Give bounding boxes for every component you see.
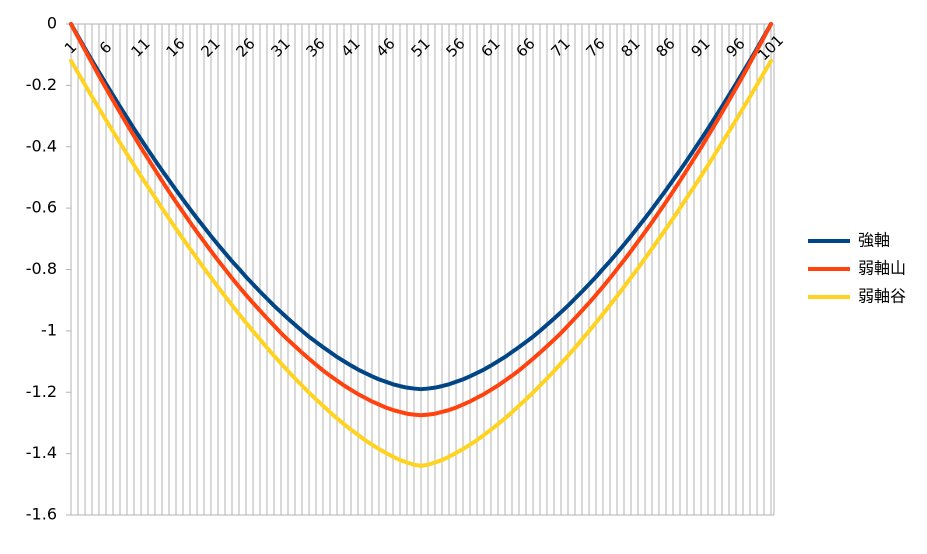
x-tick-label: 81 [618, 35, 644, 61]
x-tick-label: 26 [233, 35, 259, 61]
x-tick-label: 71 [548, 35, 574, 61]
y-tick-label: -0.6 [26, 198, 57, 217]
legend-label: 強軸 [858, 231, 890, 250]
y-tick-label: 0 [47, 14, 57, 33]
x-tick-label: 36 [303, 35, 329, 61]
y-tick-label: -1.4 [26, 443, 57, 462]
y-tick-label: -0.8 [26, 259, 57, 278]
x-tick-label: 76 [583, 35, 609, 61]
y-tick-label: -1.2 [26, 382, 57, 401]
x-tick-label: 11 [128, 35, 154, 61]
y-tick-label: -0.4 [26, 136, 57, 155]
y-tick-label: -0.2 [26, 75, 57, 94]
series-line [69, 58, 773, 468]
x-tick-label: 41 [338, 35, 364, 61]
x-tick-label: 16 [163, 35, 189, 61]
x-tick-label: 66 [513, 35, 539, 61]
series-line [69, 22, 773, 392]
legend-label: 弱軸山 [858, 259, 906, 278]
legend-label: 弱軸谷 [858, 287, 906, 306]
x-tick-label: 46 [373, 35, 399, 61]
x-tick-label: 31 [268, 35, 294, 61]
series-line [69, 22, 773, 418]
x-tick-label: 96 [723, 35, 749, 61]
y-tick-label: -1 [41, 320, 57, 339]
x-tick-label: 86 [653, 35, 679, 61]
x-tick-label: 21 [198, 35, 224, 61]
x-tick-label: 56 [443, 35, 469, 61]
x-tick-label: 51 [408, 35, 434, 61]
x-tick-label: 91 [688, 35, 714, 61]
x-tick-label: 61 [478, 35, 504, 61]
y-tick-label: -1.6 [26, 505, 57, 524]
